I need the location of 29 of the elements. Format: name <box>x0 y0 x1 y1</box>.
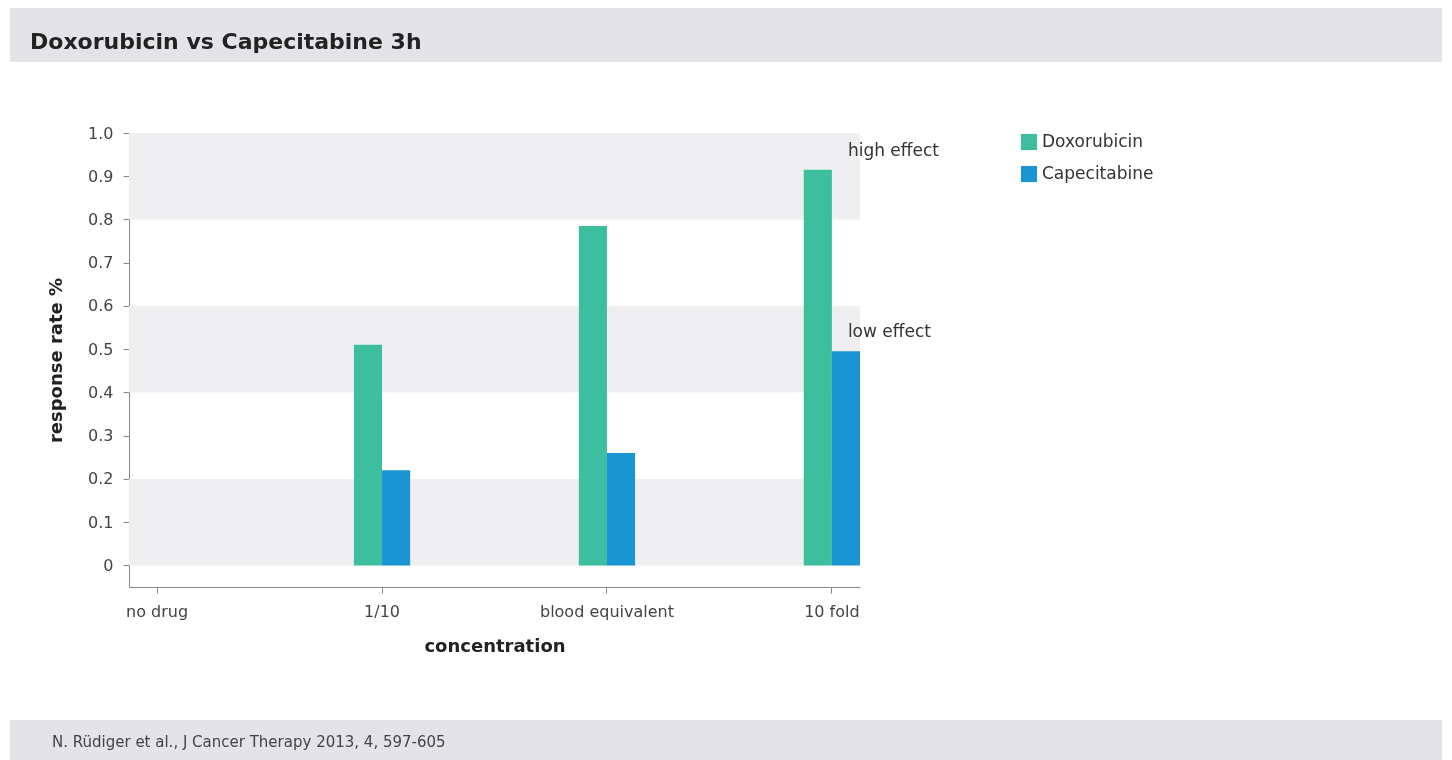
y-tick-label: 0.9 <box>88 166 114 186</box>
chart-title: Doxorubicin vs Capecitabine 3h <box>10 8 1442 62</box>
x-tick-label: no drug <box>126 601 189 621</box>
y-tick-label: 0.3 <box>88 426 114 446</box>
y-tick-label: 0.6 <box>88 296 114 316</box>
legend-label: Capecitabine <box>1042 163 1154 183</box>
y-tick-label: 0.2 <box>88 469 114 489</box>
y-tick-label: 0.1 <box>88 512 114 532</box>
y-tick-label: 1.0 <box>88 123 114 143</box>
y-tick-label: 0.7 <box>88 253 114 273</box>
bar <box>831 351 860 566</box>
y-axis-title: response rate % <box>45 277 67 444</box>
bar <box>353 344 383 566</box>
annotation: high effect <box>847 139 940 160</box>
legend-label: Doxorubicin <box>1042 131 1144 151</box>
x-tick-label: 10 fold <box>804 601 860 621</box>
annotation: low effect <box>847 321 932 342</box>
y-tick-label: 0.4 <box>88 382 114 402</box>
bar <box>803 169 832 566</box>
y-tick-label: 0.8 <box>88 209 114 229</box>
bar <box>578 225 607 566</box>
bar <box>382 470 411 566</box>
y-tick-label: 0 <box>103 555 114 575</box>
x-tick-label: 1/10 <box>364 601 401 621</box>
x-axis-title: concentration <box>424 634 566 656</box>
x-tick-label: blood equivalent <box>539 601 674 621</box>
text: N. Rüdiger et al., J Cancer Therapy 2013, 4, 597-605 <box>10 720 1442 760</box>
y-tick-label: 0.5 <box>88 339 114 359</box>
bar <box>606 452 636 566</box>
